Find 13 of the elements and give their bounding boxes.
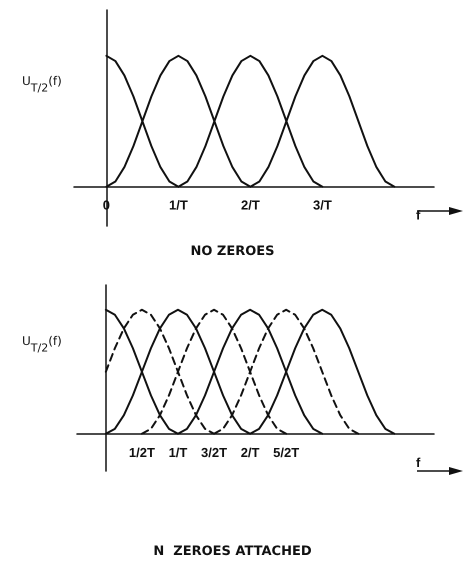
- x-axis-title: f: [416, 454, 421, 470]
- x-tick-label: 1/T: [169, 198, 188, 213]
- x-tick-label: 3/2T: [201, 444, 228, 460]
- y-axis-title: UT/2(f): [22, 74, 62, 94]
- x-tick-label: 2/T: [241, 198, 260, 213]
- x-tick-label: 2/T: [240, 444, 260, 460]
- y-axis-title: UT/2(f): [22, 334, 62, 354]
- x-tick-label: 5/2T: [273, 444, 300, 460]
- x-tick-label: 3/T: [313, 198, 332, 213]
- x-tick-label: 1/2T: [128, 444, 155, 460]
- text: NO ZEROES: [190, 244, 275, 259]
- x-tick-label: 1/T: [168, 444, 188, 460]
- text: N ZEROES ATTACHED: [153, 544, 312, 559]
